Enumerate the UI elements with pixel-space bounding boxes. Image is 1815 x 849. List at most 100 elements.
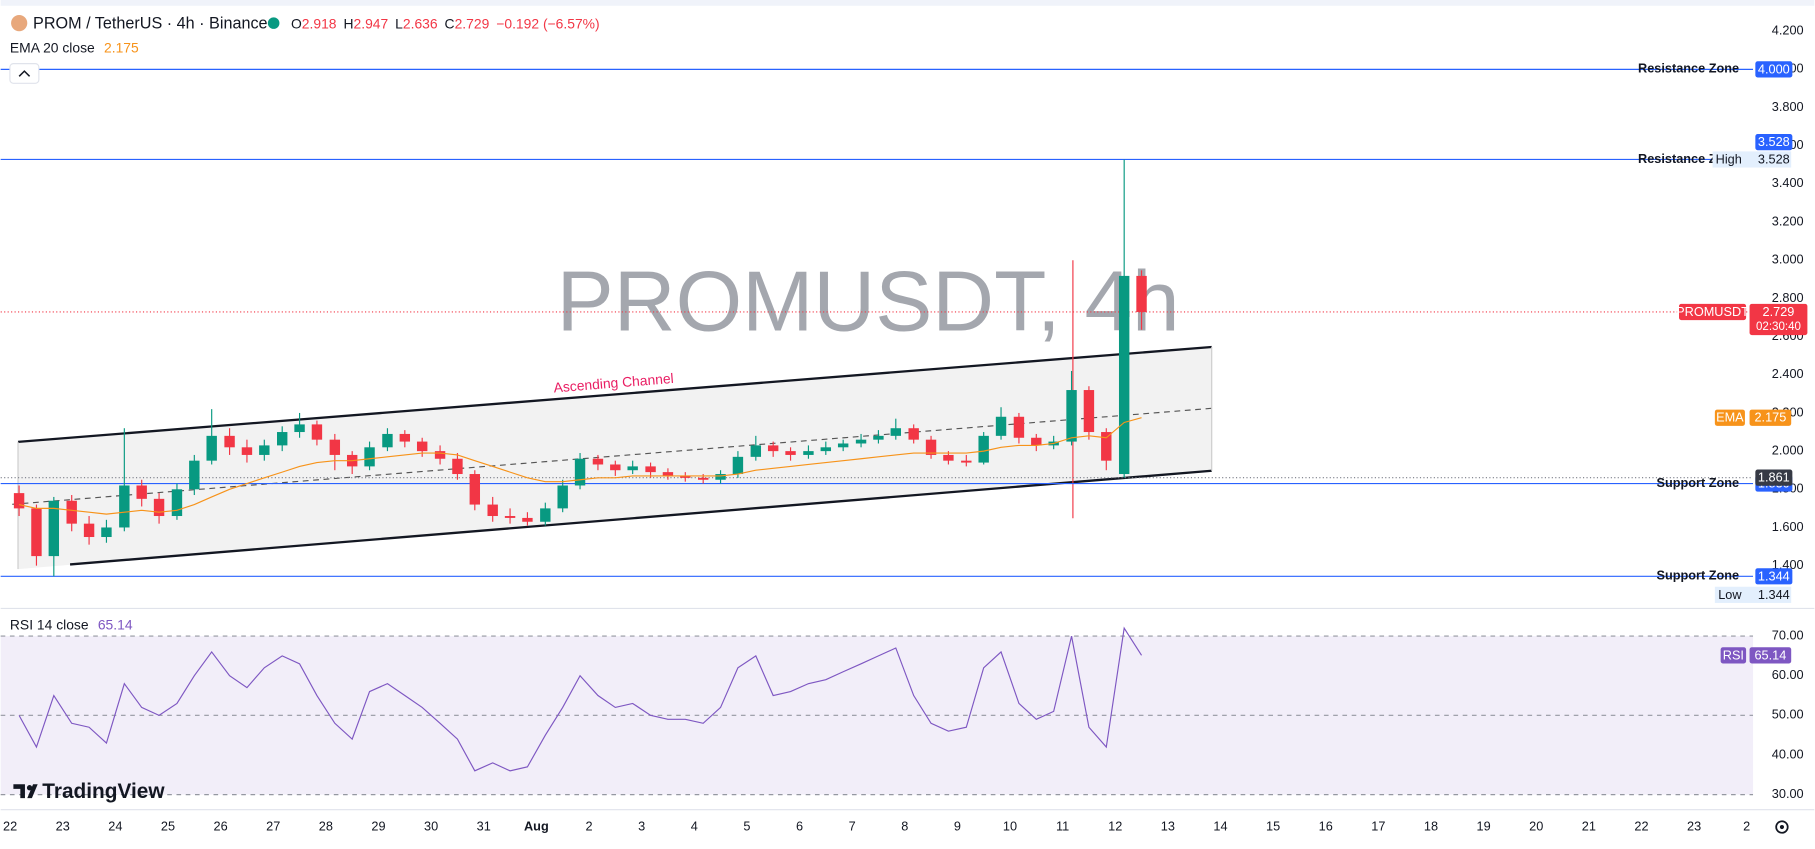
x-tick-label: 25 — [161, 818, 175, 833]
readout-key: L — [395, 15, 403, 31]
level-badge: 1.344 — [1758, 568, 1790, 583]
candle-body — [732, 456, 744, 475]
candle-body — [995, 416, 1007, 436]
candle-body — [697, 477, 709, 480]
candle-body — [820, 447, 832, 452]
level-lines — [0, 68, 1754, 577]
x-tick-label: 26 — [214, 818, 228, 833]
high-badge-name: High — [1716, 151, 1742, 166]
x-tick-label: 13 — [1161, 818, 1175, 833]
y-tick-label: 3.800 — [1772, 99, 1804, 114]
x-tick-label: 7 — [849, 818, 856, 833]
rsi-badge-value: 65.14 — [1754, 647, 1786, 662]
ema-badge-value-bg — [1749, 409, 1792, 426]
symbol[interactable]: PROM / TetherUS · 4h · Binance — [33, 15, 268, 33]
level-badge: 3.528 — [1758, 134, 1790, 149]
marker-badge: 1.861 — [1758, 470, 1790, 485]
rsi-name: RSI 14 close — [10, 616, 89, 632]
candle-body — [1136, 275, 1147, 312]
rsi-line — [18, 626, 1143, 772]
level-badge-bg — [1755, 61, 1793, 78]
readout-value: 2.636 — [403, 15, 438, 31]
rsi-tick-label: 30.00 — [1772, 786, 1804, 801]
rsi-value: 65.14 — [98, 616, 133, 632]
collapse-button[interactable] — [9, 63, 40, 84]
x-tick-label: 16 — [1319, 818, 1333, 833]
x-tick-label: 11 — [1056, 818, 1069, 833]
readout-change: −0.192 (−6.57%) — [496, 15, 599, 31]
level-name: Support Zone — [1656, 475, 1739, 490]
x-tick-label: 22 — [3, 818, 17, 833]
rsi-tick-label: 70.00 — [1772, 627, 1804, 642]
y-tick-label: 2.400 — [1772, 366, 1804, 381]
ema-legend[interactable]: EMA 20 close 2.175 — [10, 39, 139, 55]
candle-body — [224, 435, 235, 448]
rsi-tick-label: 40.00 — [1772, 746, 1804, 761]
high-badge-value: 3.528 — [1758, 151, 1790, 166]
candle-body — [873, 435, 884, 440]
x-tick-label: Aug — [524, 818, 549, 833]
readout-value: 2.729 — [455, 15, 490, 31]
brand-icon — [26, 785, 33, 791]
readout-key: O — [291, 15, 302, 31]
candle-body — [592, 458, 604, 465]
candle-body — [715, 474, 726, 480]
x-tick-label: 22 — [1634, 818, 1648, 833]
candle-body — [1083, 390, 1095, 433]
high-badge-bg — [1712, 151, 1792, 168]
x-tick-label: 31 — [477, 818, 491, 833]
candle-body — [961, 460, 972, 463]
low-badge-bg — [1714, 586, 1792, 603]
x-tick-label: 12 — [1108, 818, 1122, 833]
marker-badge-bg — [1755, 469, 1793, 486]
x-tick-label: 9 — [954, 818, 961, 833]
candle-body — [645, 466, 656, 473]
rsi-badge-name: RSI — [1723, 647, 1744, 662]
level-badge-bg — [1755, 568, 1793, 585]
candle-body — [294, 424, 305, 433]
gear — [1779, 824, 1785, 830]
candle-body — [452, 458, 463, 475]
candle-body — [627, 466, 638, 471]
readout-value: 2.918 — [302, 15, 337, 31]
candle-body — [136, 485, 147, 499]
x-tick-label: 23 — [56, 818, 70, 833]
candle-body — [487, 504, 498, 517]
candle-body — [259, 445, 270, 455]
candle-body — [750, 445, 762, 457]
candle-body — [610, 464, 621, 471]
ema-badge-name-bg — [1714, 409, 1745, 426]
rsi-legend[interactable]: RSI 14 close 65.14 — [10, 616, 133, 632]
last-price-name-bg — [1679, 303, 1747, 321]
channel-lower — [69, 469, 1212, 566]
readout-key: H — [343, 15, 353, 31]
candle-body — [364, 447, 375, 467]
gear — [1775, 820, 1789, 834]
candle-body — [978, 435, 989, 463]
candle-body — [48, 500, 60, 557]
x-tick-label: 24 — [108, 818, 122, 833]
watermark: PROMUSDT, 4h — [557, 254, 1180, 349]
level-name: Support Zone — [1656, 568, 1739, 583]
candle-body — [785, 451, 796, 455]
settings-button[interactable] — [1775, 820, 1789, 834]
y-tick-label: 2.000 — [1772, 442, 1804, 457]
rsi-tick-label: 60.00 — [1772, 667, 1804, 682]
ema-badge-name: EMA — [1716, 410, 1744, 425]
candle-body — [504, 516, 516, 518]
candle-body — [767, 445, 779, 452]
y-tick-label: 3.200 — [1772, 213, 1804, 228]
rsi-band — [0, 636, 1754, 795]
countdown: 02:30:40 — [1756, 321, 1801, 333]
x-tick-label: 2 — [1743, 818, 1750, 833]
candle-body — [416, 441, 428, 452]
candle-body — [680, 475, 691, 478]
ema-name: EMA 20 close — [10, 39, 95, 55]
candle-body — [1066, 390, 1077, 442]
candle-body — [329, 439, 341, 455]
x-tick-label: 20 — [1529, 818, 1543, 833]
readout-key: C — [445, 15, 455, 31]
ohlc-readout: O2.918 H2.947 L2.636 C2.729 −0.192 (−6.57%) — [291, 15, 600, 31]
